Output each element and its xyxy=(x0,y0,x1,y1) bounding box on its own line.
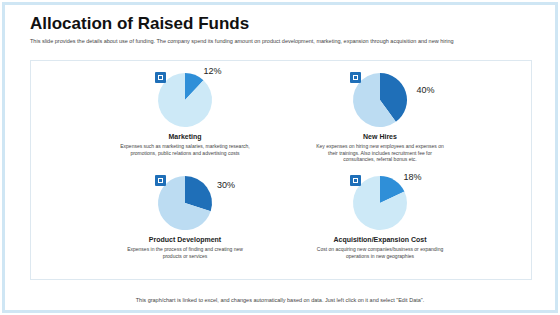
svg-text:18%: 18% xyxy=(404,172,422,182)
svg-text:12%: 12% xyxy=(203,66,221,76)
html-text:Key expenses on hiring new emp: Key expenses on hiring new employees and… xyxy=(316,143,444,162)
html-text:This slide provides the detail: This slide provides the details about us… xyxy=(30,38,454,44)
html-text:Cost on acquiring new companie: Cost on acquiring new companies/business… xyxy=(316,246,444,259)
html-text:New Hires: New Hires xyxy=(363,133,397,140)
html-text:Marketing: Marketing xyxy=(168,133,202,140)
html-text:Acquisition/Expansion Cost: Acquisition/Expansion Cost xyxy=(333,236,427,243)
svg-text:40%: 40% xyxy=(416,85,434,95)
html-text:Product Development: Product Development xyxy=(148,236,222,243)
svg-text:30%: 30% xyxy=(217,180,235,190)
html-text:Expenses such as marketing sal: Expenses such as marketing salaries, mar… xyxy=(120,143,250,156)
html-text:Allocation of Raised Funds: Allocation of Raised Funds xyxy=(30,14,250,33)
html-text:Expenses in the process of fin: Expenses in the process of finding and c… xyxy=(127,246,243,259)
html-text:This graph/chart is linked to: This graph/chart is linked to excel, and… xyxy=(135,297,425,303)
